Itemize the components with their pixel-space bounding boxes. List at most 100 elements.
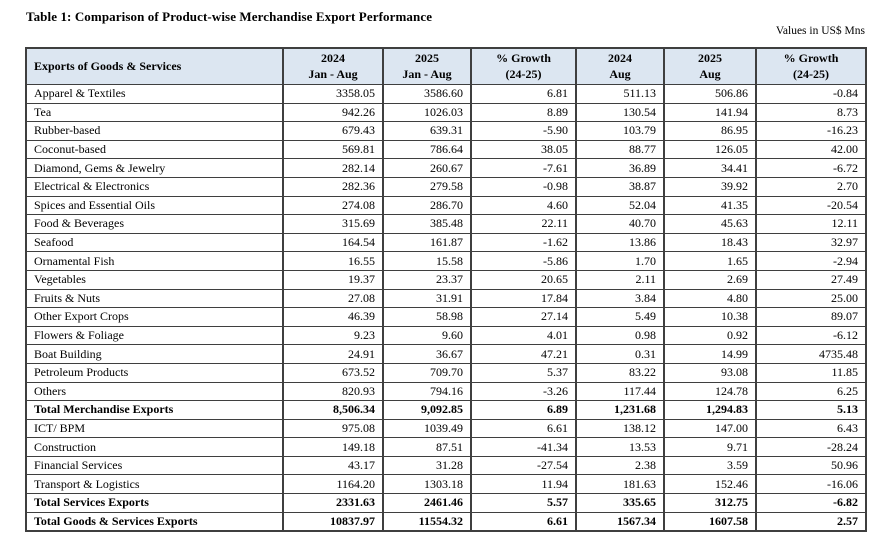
value-cell: 93.08 [663, 362, 757, 383]
value-cell: 312.75 [663, 493, 757, 513]
value-cell: -16.06 [755, 474, 867, 495]
value-cell: 130.54 [575, 102, 665, 123]
value-cell: 15.58 [382, 251, 472, 271]
row-label: Total Services Exports [25, 493, 284, 513]
value-cell: 3.59 [663, 455, 757, 476]
value-cell: 1303.18 [382, 474, 472, 495]
value-cell: 2.70 [755, 176, 867, 197]
value-cell: 2.69 [663, 269, 757, 290]
value-cell: 20.65 [470, 269, 577, 290]
header-row: Exports of Goods & Services 2024 Jan - Au… [25, 47, 867, 85]
row-label: Total Goods & Services Exports [25, 511, 284, 532]
row-label: ICT/ BPM [25, 418, 284, 439]
value-cell: 126.05 [663, 139, 757, 160]
value-cell: 0.31 [575, 344, 665, 364]
value-cell: 639.31 [382, 121, 472, 141]
row-label: Coconut-based [25, 139, 284, 160]
table-row: Diamond, Gems & Jewelry 282.14 260.67 -7.61… [25, 158, 867, 178]
value-cell: -3.26 [470, 381, 577, 402]
value-cell: 88.77 [575, 139, 665, 160]
value-cell: -6.72 [755, 158, 867, 178]
table-row: Financial Services 43.17 31.28 -27.54 2.38 3.… [25, 455, 867, 476]
value-cell: 43.17 [282, 455, 384, 476]
value-cell: -6.12 [755, 325, 867, 346]
value-cell: 4.01 [470, 325, 577, 346]
value-cell: 3586.60 [382, 84, 472, 104]
value-cell: 786.64 [382, 139, 472, 160]
table-row: Vegetables 19.37 23.37 20.65 2.11 2.69 27.49 [25, 269, 867, 290]
value-cell: 4.60 [470, 195, 577, 216]
value-cell: 40.70 [575, 214, 665, 234]
value-cell: 31.91 [382, 288, 472, 309]
value-cell: 164.54 [282, 232, 384, 253]
value-cell: 3.84 [575, 288, 665, 309]
table-row: Petroleum Products 673.52 709.70 5.37 83.22 9… [25, 362, 867, 383]
value-cell: -0.84 [755, 84, 867, 104]
total-row: Total Merchandise Exports 8,506.34 9,092.8… [25, 400, 867, 420]
total-row: Total Goods & Services Exports 10837.97 11… [25, 511, 867, 532]
value-cell: 124.78 [663, 381, 757, 402]
value-cell: 9.23 [282, 325, 384, 346]
row-label: Rubber-based [25, 121, 284, 141]
value-cell: 6.25 [755, 381, 867, 402]
table-row: Spices and Essential Oils 274.08 286.70 4.6… [25, 195, 867, 216]
value-cell: 27.14 [470, 307, 577, 327]
value-cell: 673.52 [282, 362, 384, 383]
value-cell: 18.43 [663, 232, 757, 253]
value-cell: 42.00 [755, 139, 867, 160]
table-row: Ornamental Fish 16.55 15.58 -5.86 1.70 1.65 -2… [25, 251, 867, 271]
value-cell: 45.63 [663, 214, 757, 234]
value-cell: 3358.05 [282, 84, 384, 104]
value-cell: 820.93 [282, 381, 384, 402]
value-cell: 32.97 [755, 232, 867, 253]
value-cell: 38.05 [470, 139, 577, 160]
value-cell: 181.63 [575, 474, 665, 495]
value-cell: 34.41 [663, 158, 757, 178]
row-label: Financial Services [25, 455, 284, 476]
value-cell: 6.61 [470, 418, 577, 439]
value-cell: 4735.48 [755, 344, 867, 364]
value-cell: 4.80 [663, 288, 757, 309]
value-cell: -5.86 [470, 251, 577, 271]
row-label: Other Export Crops [25, 307, 284, 327]
value-cell: 1039.49 [382, 418, 472, 439]
value-cell: 117.44 [575, 381, 665, 402]
value-cell: -6.82 [755, 493, 867, 513]
row-label: Spices and Essential Oils [25, 195, 284, 216]
units-note: Values in US$ Mns [775, 25, 865, 37]
value-cell: 511.13 [575, 84, 665, 104]
header-col-4: 2024 Aug [575, 47, 665, 85]
table-row: Others 820.93 794.16 -3.26 117.44 124.78 6.25 [25, 381, 867, 402]
value-cell: 11554.32 [382, 511, 472, 532]
row-label: Ornamental Fish [25, 251, 284, 271]
value-cell: 2.38 [575, 455, 665, 476]
table-row: Other Export Crops 46.39 58.98 27.14 5.49 10.… [25, 307, 867, 327]
header-col-5: 2025 Aug [663, 47, 757, 85]
row-label: Seafood [25, 232, 284, 253]
row-label: Tea [25, 102, 284, 123]
header-col-3: % Growth (24-25) [470, 47, 577, 85]
row-label: Others [25, 381, 284, 402]
value-cell: 942.26 [282, 102, 384, 123]
value-cell: -5.90 [470, 121, 577, 141]
value-cell: 36.89 [575, 158, 665, 178]
value-cell: 679.43 [282, 121, 384, 141]
value-cell: 279.58 [382, 176, 472, 197]
table-row: Fruits & Nuts 27.08 31.91 17.84 3.84 4.80 25.0… [25, 288, 867, 309]
value-cell: 8.73 [755, 102, 867, 123]
value-cell: 506.86 [663, 84, 757, 104]
value-cell: -0.98 [470, 176, 577, 197]
value-cell: -1.62 [470, 232, 577, 253]
value-cell: 274.08 [282, 195, 384, 216]
header-col-6: % Growth (24-25) [755, 47, 867, 85]
header-exports-of-goods-services: Exports of Goods & Services [25, 47, 284, 85]
value-cell: 16.55 [282, 251, 384, 271]
table-title: Table 1: Comparison of Product-wise Merc… [26, 9, 433, 24]
value-cell: 5.57 [470, 493, 577, 513]
table-row: Apparel & Textiles 3358.05 3586.60 6.81 511.… [25, 84, 867, 104]
value-cell: 41.35 [663, 195, 757, 216]
header-col-2: 2025 Jan - Aug [382, 47, 472, 85]
value-cell: 1567.34 [575, 511, 665, 532]
table-row: Rubber-based 679.43 639.31 -5.90 103.79 86.95… [25, 121, 867, 141]
